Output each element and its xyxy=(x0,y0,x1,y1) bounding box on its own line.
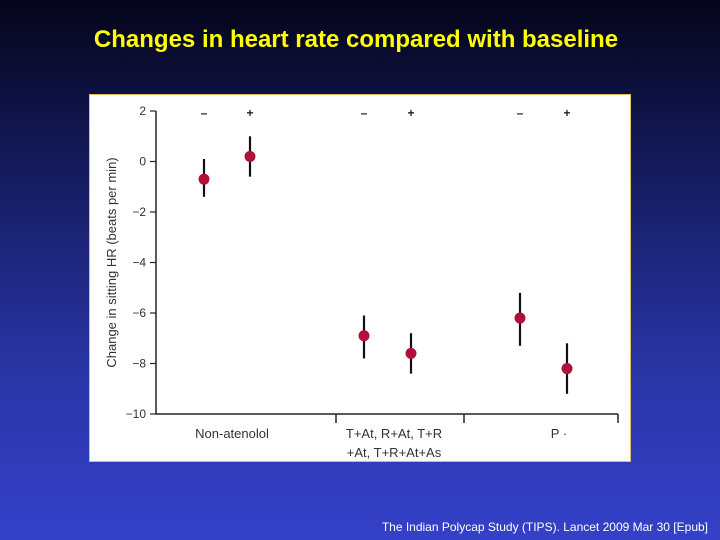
slide-title: Changes in heart rate compared with base… xyxy=(93,26,619,53)
data-point xyxy=(561,363,573,375)
treatment-marker-label: + xyxy=(407,106,414,120)
y-tick-label: −6 xyxy=(132,306,146,320)
treatment-marker-label: + xyxy=(563,106,570,120)
treatment-marker-label: – xyxy=(517,106,524,120)
treatment-marker-label: – xyxy=(201,106,208,120)
data-point xyxy=(244,150,256,162)
x-group-label: P · xyxy=(551,426,567,441)
x-group-label: Non-atenolol xyxy=(195,426,269,441)
chart-panel: 2 0 −2 −4 −6 −8 −10 Change in sitting HR (beats… xyxy=(89,94,631,462)
y-tick-label: −2 xyxy=(132,205,146,219)
data-point xyxy=(358,330,370,342)
treatment-marker-label: + xyxy=(246,106,253,120)
heart-rate-chart: 2 0 −2 −4 −6 −8 −10 Change in sitting HR (beats… xyxy=(104,104,619,460)
x-group-label: +At, T+R+At+As xyxy=(347,445,442,460)
data-point xyxy=(514,312,526,324)
x-group-label: T+At, R+At, T+R xyxy=(346,426,442,441)
y-tick-label: −8 xyxy=(132,357,146,371)
data-point xyxy=(198,173,210,185)
y-tick-label: −4 xyxy=(132,256,146,270)
citation: The Indian Polycap Study (TIPS). Lancet … xyxy=(381,520,708,534)
y-axis-label: Change in sitting HR (beats per min) xyxy=(104,157,119,367)
y-tick-label: 0 xyxy=(139,155,146,169)
y-tick-label: 2 xyxy=(139,104,146,118)
y-tick-label: −10 xyxy=(126,407,147,421)
data-point xyxy=(405,347,417,359)
treatment-marker-label: – xyxy=(361,106,368,120)
